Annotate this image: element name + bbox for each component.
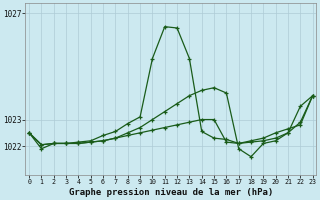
X-axis label: Graphe pression niveau de la mer (hPa): Graphe pression niveau de la mer (hPa) — [69, 188, 273, 197]
